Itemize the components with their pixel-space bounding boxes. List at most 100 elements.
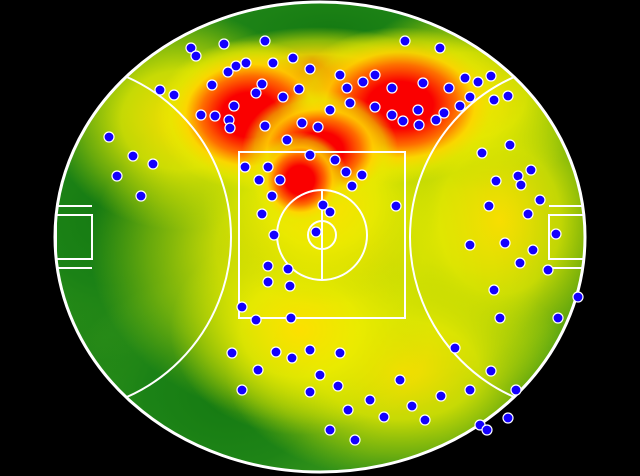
event-point-marker[interactable] — [542, 264, 554, 276]
event-point-marker[interactable] — [399, 35, 411, 47]
event-point-marker[interactable] — [195, 109, 207, 121]
event-point-marker[interactable] — [443, 82, 455, 94]
event-point-marker[interactable] — [485, 70, 497, 82]
event-point-marker[interactable] — [334, 69, 346, 81]
event-point-marker[interactable] — [324, 424, 336, 436]
event-point-marker[interactable] — [256, 208, 268, 220]
event-point-marker[interactable] — [236, 301, 248, 313]
event-point-marker[interactable] — [502, 90, 514, 102]
event-point-marker[interactable] — [572, 291, 584, 303]
event-point-marker[interactable] — [190, 50, 202, 62]
event-point-marker[interactable] — [552, 312, 564, 324]
event-point-marker[interactable] — [268, 229, 280, 241]
event-point-marker[interactable] — [286, 352, 298, 364]
event-point-marker[interactable] — [515, 179, 527, 191]
event-point-marker[interactable] — [304, 344, 316, 356]
event-point-marker[interactable] — [483, 200, 495, 212]
event-point-marker[interactable] — [250, 87, 262, 99]
event-point-marker[interactable] — [449, 342, 461, 354]
event-point-marker[interactable] — [502, 412, 514, 424]
event-point-marker[interactable] — [296, 117, 308, 129]
event-point-marker[interactable] — [304, 149, 316, 161]
event-point-marker[interactable] — [369, 69, 381, 81]
event-point-marker[interactable] — [364, 394, 376, 406]
event-point-marker[interactable] — [369, 101, 381, 113]
event-point-marker[interactable] — [222, 66, 234, 78]
event-point-marker[interactable] — [349, 434, 361, 446]
event-point-marker[interactable] — [135, 190, 147, 202]
event-point-marker[interactable] — [266, 190, 278, 202]
event-point-marker[interactable] — [236, 384, 248, 396]
event-point-marker[interactable] — [464, 384, 476, 396]
event-point-marker[interactable] — [284, 280, 296, 292]
event-point-marker[interactable] — [274, 174, 286, 186]
event-point-marker[interactable] — [312, 121, 324, 133]
event-point-marker[interactable] — [514, 257, 526, 269]
event-point-marker[interactable] — [464, 239, 476, 251]
event-point-marker[interactable] — [525, 164, 537, 176]
event-point-marker[interactable] — [250, 314, 262, 326]
event-point-marker[interactable] — [168, 89, 180, 101]
event-point-marker[interactable] — [209, 110, 221, 122]
event-point-marker[interactable] — [438, 107, 450, 119]
event-point-marker[interactable] — [406, 400, 418, 412]
event-point-marker[interactable] — [262, 161, 274, 173]
event-point-marker[interactable] — [127, 150, 139, 162]
event-point-marker[interactable] — [332, 380, 344, 392]
event-point-marker[interactable] — [304, 63, 316, 75]
event-point-marker[interactable] — [435, 390, 447, 402]
event-point-marker[interactable] — [397, 115, 409, 127]
event-point-marker[interactable] — [147, 158, 159, 170]
event-point-marker[interactable] — [334, 347, 346, 359]
event-point-marker[interactable] — [412, 104, 424, 116]
event-point-marker[interactable] — [304, 386, 316, 398]
event-point-marker[interactable] — [341, 82, 353, 94]
event-point-marker[interactable] — [499, 237, 511, 249]
event-point-marker[interactable] — [340, 166, 352, 178]
event-point-marker[interactable] — [270, 346, 282, 358]
event-point-marker[interactable] — [324, 206, 336, 218]
event-point-marker[interactable] — [293, 83, 305, 95]
event-point-marker[interactable] — [490, 175, 502, 187]
event-point-marker[interactable] — [378, 411, 390, 423]
event-point-marker[interactable] — [485, 365, 497, 377]
event-point-marker[interactable] — [357, 76, 369, 88]
event-point-marker[interactable] — [282, 263, 294, 275]
event-point-marker[interactable] — [430, 114, 442, 126]
event-point-marker[interactable] — [390, 200, 402, 212]
event-point-marker[interactable] — [240, 57, 252, 69]
event-point-marker[interactable] — [346, 180, 358, 192]
event-point-marker[interactable] — [228, 100, 240, 112]
event-point-marker[interactable] — [476, 147, 488, 159]
event-point-marker[interactable] — [342, 404, 354, 416]
event-point-marker[interactable] — [356, 169, 368, 181]
event-point-marker[interactable] — [267, 57, 279, 69]
event-point-marker[interactable] — [230, 60, 242, 72]
event-point-marker[interactable] — [394, 374, 406, 386]
event-point-marker[interactable] — [459, 72, 471, 84]
event-point-marker[interactable] — [314, 369, 326, 381]
event-point-marker[interactable] — [103, 131, 115, 143]
event-point-marker[interactable] — [488, 284, 500, 296]
event-point-marker[interactable] — [472, 76, 484, 88]
event-point-marker[interactable] — [464, 91, 476, 103]
event-point-marker[interactable] — [481, 424, 493, 436]
event-point-marker[interactable] — [111, 170, 123, 182]
event-point-marker[interactable] — [386, 109, 398, 121]
event-point-marker[interactable] — [259, 35, 271, 47]
event-point-marker[interactable] — [256, 78, 268, 90]
event-point-marker[interactable] — [239, 161, 251, 173]
event-point-marker[interactable] — [454, 100, 466, 112]
event-point-marker[interactable] — [226, 347, 238, 359]
event-point-marker[interactable] — [504, 139, 516, 151]
event-point-marker[interactable] — [386, 82, 398, 94]
event-point-marker[interactable] — [419, 414, 431, 426]
event-point-marker[interactable] — [329, 154, 341, 166]
event-point-marker[interactable] — [488, 94, 500, 106]
event-point-marker[interactable] — [522, 208, 534, 220]
event-point-marker[interactable] — [185, 42, 197, 54]
event-point-marker[interactable] — [317, 199, 329, 211]
event-point-marker[interactable] — [413, 119, 425, 131]
event-point-marker[interactable] — [550, 228, 562, 240]
event-point-marker[interactable] — [310, 226, 322, 238]
